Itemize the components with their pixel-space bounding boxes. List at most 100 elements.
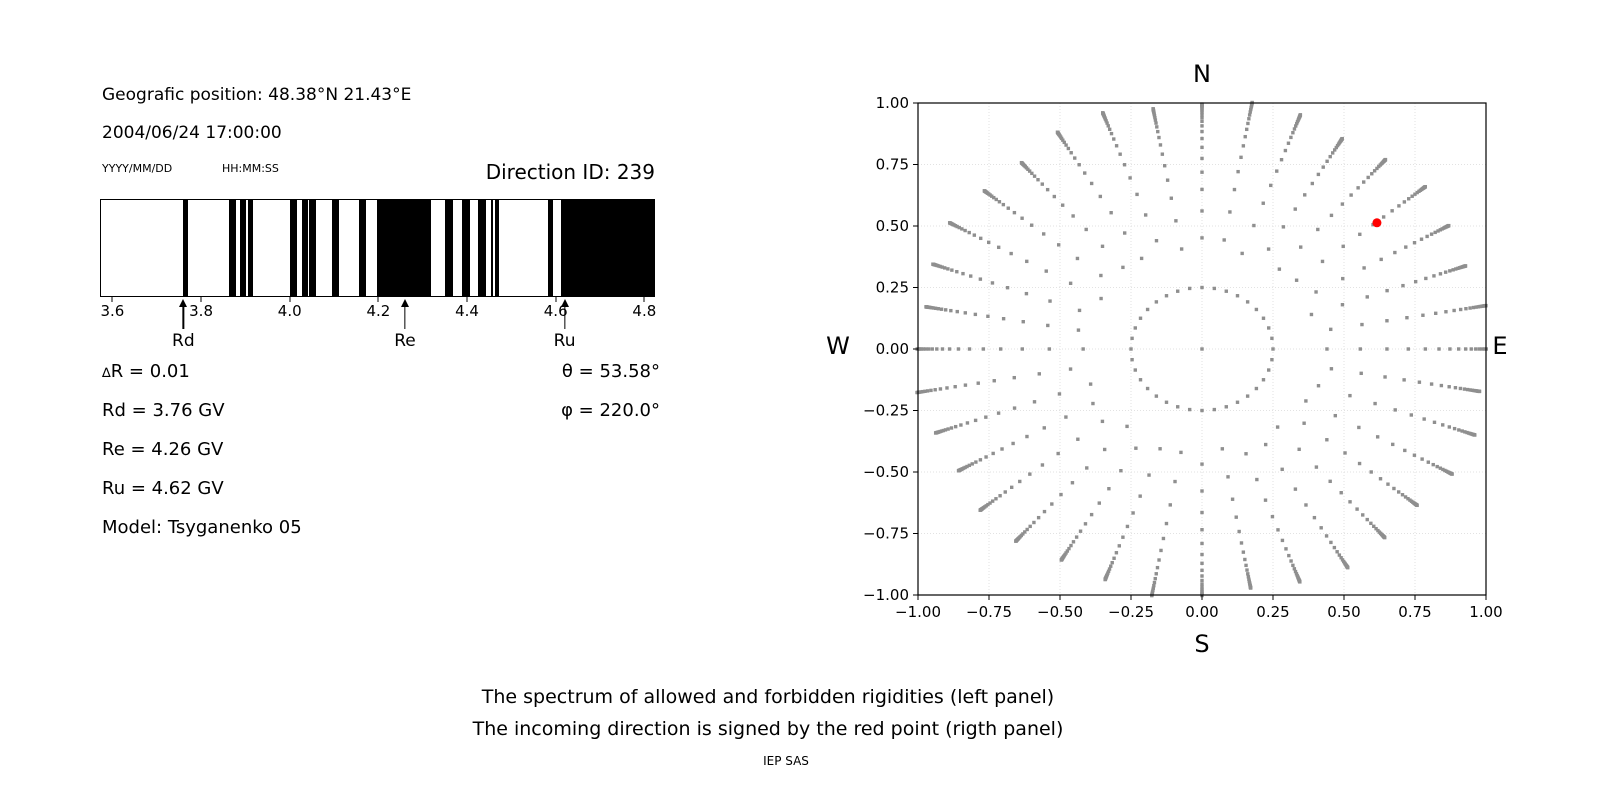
- scatter-dot: [1105, 121, 1109, 125]
- scatter-dot: [1328, 154, 1332, 159]
- x-tick-label: 0.25: [1256, 603, 1289, 621]
- scatter-dot: [1314, 290, 1318, 294]
- scatter-dot: [1269, 183, 1273, 188]
- scatter-dot: [1276, 528, 1280, 532]
- scatter-dot: [1283, 148, 1288, 153]
- arrow-stem: [182, 306, 184, 329]
- scatter-dot: [1133, 326, 1137, 330]
- forbidden-band: [477, 200, 486, 296]
- scatter-dot: [1294, 124, 1298, 128]
- scatter-dot: [1239, 541, 1244, 545]
- scatter-dot: [1340, 558, 1345, 562]
- forbidden-band: [290, 200, 298, 296]
- scatter-dot: [943, 308, 948, 312]
- x-tick-label: 0.50: [1327, 603, 1360, 621]
- scatter-dot: [1228, 210, 1232, 214]
- scatter-dot: [1125, 424, 1129, 429]
- scatter-dot: [1237, 529, 1241, 534]
- scatter-dot: [1119, 469, 1123, 473]
- scatter-dot: [970, 462, 974, 466]
- scatter-dot: [1128, 176, 1132, 180]
- scatter-dot: [1390, 209, 1394, 213]
- scatter-dot: [1391, 442, 1395, 447]
- scatter-dot: [955, 309, 959, 314]
- scatter-dot: [1076, 437, 1080, 441]
- arrow-up-icon: [179, 299, 188, 307]
- scatter-dot: [924, 347, 928, 351]
- scatter-dot: [1109, 131, 1114, 136]
- y-tick-label: −0.50: [863, 463, 909, 481]
- scatter-dot: [1247, 577, 1251, 581]
- scatter-dot: [1362, 266, 1366, 270]
- scatter-dot: [1409, 413, 1414, 417]
- scatter-dot: [1369, 470, 1373, 474]
- scatter-dot: [1406, 347, 1410, 351]
- scatter-dot: [1476, 305, 1480, 309]
- scatter-dot: [1041, 232, 1046, 236]
- scatter-dot: [1164, 521, 1169, 526]
- scatter-dot: [1332, 545, 1337, 550]
- scatter-dot: [1133, 368, 1137, 372]
- scatter-dot: [1263, 498, 1268, 502]
- scatter-dot: [1289, 559, 1293, 563]
- scatter-dot: [1263, 442, 1268, 447]
- scatter-dot: [1319, 526, 1323, 530]
- scatter-dot: [1220, 447, 1225, 451]
- scatter-dot: [1151, 107, 1155, 111]
- scatter-dot: [1040, 463, 1045, 467]
- scatter-dot: [1294, 572, 1299, 576]
- scatter-dot: [1247, 117, 1251, 121]
- x-tick-label: 4.2: [366, 302, 391, 320]
- scatter-dot: [1375, 435, 1380, 439]
- caption-line-1: The spectrum of allowed and forbidden ri…: [481, 686, 1055, 708]
- scatter-dot: [1179, 247, 1184, 251]
- scatter-dot: [1036, 515, 1041, 520]
- scatter-dot: [1294, 278, 1299, 282]
- scatter-dot: [1325, 438, 1329, 442]
- scatter-dot: [1176, 405, 1180, 409]
- scatter-dot: [1109, 564, 1113, 568]
- scatter-dot: [1415, 503, 1419, 508]
- forbidden-band: [183, 200, 189, 296]
- scatter-dot: [1452, 426, 1457, 431]
- scatter-dot: [1000, 447, 1004, 451]
- scatter-dot: [1349, 193, 1353, 197]
- arrow-up-icon: [400, 299, 409, 307]
- scatter-dot: [1023, 530, 1027, 534]
- scatter-dot: [1088, 382, 1093, 386]
- scatter-dot: [1469, 347, 1473, 351]
- scatter-dot: [965, 464, 969, 469]
- scatter-dot: [1235, 294, 1240, 298]
- scatter-dot: [1267, 368, 1271, 372]
- forbidden-band: [309, 200, 317, 296]
- scatter-dot: [1473, 433, 1477, 437]
- compass-south-label: S: [1194, 630, 1210, 658]
- scatter-dot: [996, 411, 1001, 415]
- scatter-dot: [1365, 295, 1369, 299]
- scatter-dot: [967, 347, 972, 351]
- scatter-dot: [1474, 347, 1478, 351]
- scatter-dot: [1168, 503, 1172, 507]
- scatter-dot: [1139, 256, 1144, 261]
- scatter-dot: [1358, 232, 1362, 237]
- scatter-dot: [1423, 347, 1428, 351]
- scatter-dot: [1159, 548, 1163, 553]
- scatter-dot: [1173, 479, 1177, 484]
- scatter-dot: [1316, 384, 1321, 388]
- scatter-dot: [1464, 306, 1468, 311]
- scatter-dot: [1266, 247, 1271, 251]
- scatter-dot: [1239, 155, 1243, 160]
- scatter-dot: [1245, 127, 1249, 132]
- scatter-dot: [1059, 558, 1064, 562]
- scatter-dot: [1385, 319, 1389, 323]
- scatter-dot: [1419, 237, 1424, 241]
- x-tick-label: −0.25: [1108, 603, 1154, 621]
- scatter-dot: [1415, 190, 1419, 195]
- scatter-dot: [1064, 415, 1068, 419]
- scatter-dot: [1474, 305, 1478, 309]
- compass-north-label: N: [1193, 60, 1211, 88]
- phi-value: φ = 220.0°: [561, 400, 660, 421]
- scatter-dot: [1029, 223, 1034, 227]
- scatter-dot: [1200, 552, 1204, 557]
- scatter-dot: [1385, 288, 1389, 293]
